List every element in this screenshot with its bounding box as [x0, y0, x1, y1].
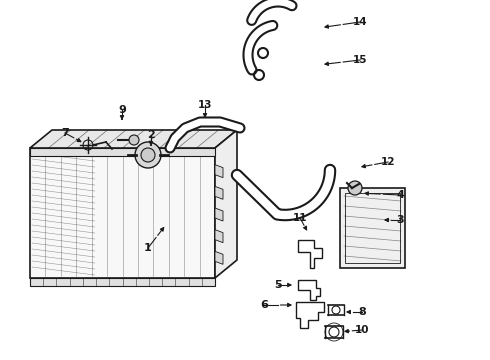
Text: 9: 9	[118, 105, 126, 115]
Circle shape	[135, 142, 161, 168]
Text: 4: 4	[396, 190, 404, 200]
Polygon shape	[215, 186, 223, 199]
Text: 3: 3	[396, 215, 404, 225]
Text: 11: 11	[293, 213, 307, 223]
Text: 7: 7	[61, 128, 69, 138]
Circle shape	[348, 181, 362, 195]
Polygon shape	[215, 130, 237, 278]
Text: 10: 10	[355, 325, 369, 335]
Circle shape	[129, 135, 139, 145]
Text: 8: 8	[358, 307, 366, 317]
Polygon shape	[30, 148, 215, 278]
Text: 15: 15	[353, 55, 367, 65]
Text: 2: 2	[147, 130, 155, 140]
Text: 5: 5	[274, 280, 282, 290]
Text: 12: 12	[381, 157, 395, 167]
Polygon shape	[215, 230, 223, 243]
Text: 1: 1	[144, 243, 152, 253]
Text: 13: 13	[198, 100, 212, 110]
Text: 6: 6	[260, 300, 268, 310]
Polygon shape	[30, 148, 215, 156]
Polygon shape	[30, 130, 237, 148]
Polygon shape	[215, 208, 223, 221]
Circle shape	[141, 148, 155, 162]
Polygon shape	[215, 251, 223, 264]
Text: 14: 14	[353, 17, 368, 27]
Polygon shape	[215, 165, 223, 178]
Polygon shape	[30, 278, 215, 286]
Polygon shape	[340, 188, 405, 268]
